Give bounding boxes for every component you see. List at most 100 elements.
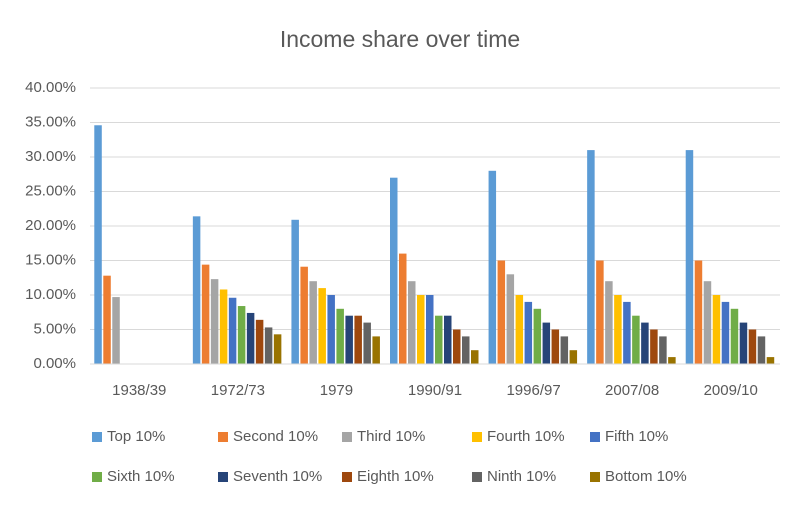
legend-label: Top 10%	[107, 428, 165, 445]
bar	[605, 281, 613, 364]
y-tick-label: 30.00%	[25, 148, 76, 165]
bar	[318, 288, 326, 364]
bar	[264, 327, 273, 364]
bar	[201, 264, 210, 364]
bar	[632, 315, 640, 364]
legend-swatch	[590, 472, 600, 482]
legend-label: Ninth 10%	[487, 468, 556, 485]
x-tick-label: 1979	[320, 382, 353, 399]
legend-swatch	[342, 472, 352, 482]
bar	[237, 306, 246, 364]
bar	[524, 301, 533, 364]
bar	[551, 329, 560, 364]
bar	[192, 216, 201, 364]
y-tick-label: 5.00%	[33, 320, 76, 337]
bar	[345, 315, 353, 364]
bar	[668, 357, 676, 364]
bar	[462, 336, 470, 364]
legend-swatch	[92, 432, 102, 442]
legend-swatch	[92, 472, 102, 482]
bar	[497, 260, 506, 364]
bar	[533, 308, 542, 364]
bar	[506, 274, 515, 364]
bar	[354, 315, 362, 364]
bar	[488, 170, 497, 364]
legend-label: Second 10%	[233, 428, 318, 445]
bar	[757, 336, 766, 364]
bar	[408, 281, 416, 364]
bar	[596, 260, 604, 364]
bar	[399, 253, 407, 364]
legend-label: Seventh 10%	[233, 468, 322, 485]
bar	[569, 350, 578, 364]
legend-swatch	[342, 432, 352, 442]
bar	[327, 295, 335, 364]
bar	[219, 289, 228, 364]
legend-label: Third 10%	[357, 428, 425, 445]
bar	[246, 312, 255, 364]
bar	[515, 295, 524, 364]
legend-swatch	[218, 472, 228, 482]
bar	[255, 319, 264, 364]
legend-label: Bottom 10%	[605, 468, 687, 485]
y-tick-label: 0.00%	[33, 355, 76, 372]
x-tick-label: 1972/73	[211, 382, 265, 399]
y-tick-label: 40.00%	[25, 79, 76, 96]
x-tick-label: 1938/39	[112, 382, 166, 399]
bar	[103, 275, 111, 364]
bar	[417, 295, 425, 364]
bar	[623, 301, 631, 364]
bar	[336, 308, 344, 364]
x-tick-label: 1990/91	[408, 382, 462, 399]
legend-swatch	[218, 432, 228, 442]
y-tick-label: 35.00%	[25, 113, 76, 130]
x-tick-label: 1996/97	[506, 382, 560, 399]
y-tick-label: 10.00%	[25, 286, 76, 303]
bar	[641, 322, 649, 364]
bar	[273, 334, 282, 364]
bar	[435, 315, 443, 364]
bar	[426, 295, 434, 364]
bar	[587, 150, 595, 364]
bar	[372, 336, 380, 364]
bar	[94, 125, 102, 364]
legend-label: Eighth 10%	[357, 468, 434, 485]
legend-label: Fourth 10%	[487, 428, 565, 445]
legend-swatch	[472, 472, 482, 482]
bar	[363, 322, 371, 364]
bar	[300, 266, 308, 364]
bar	[471, 350, 479, 364]
bar	[309, 281, 317, 364]
bar	[721, 301, 730, 364]
bar	[291, 219, 299, 364]
bar	[542, 322, 551, 364]
bar	[650, 329, 658, 364]
y-tick-label: 15.00%	[25, 251, 76, 268]
y-tick-label: 20.00%	[25, 217, 76, 234]
bar	[453, 329, 461, 364]
legend-swatch	[472, 432, 482, 442]
bar	[112, 297, 120, 364]
bar	[712, 295, 721, 364]
bar	[614, 295, 622, 364]
bar	[228, 297, 237, 364]
bar	[694, 260, 703, 364]
bar	[659, 336, 667, 364]
bar	[210, 279, 219, 364]
legend-label: Fifth 10%	[605, 428, 668, 445]
legend-swatch	[590, 432, 600, 442]
bar	[390, 177, 398, 364]
x-tick-label: 2009/10	[704, 382, 758, 399]
bar	[730, 308, 739, 364]
y-tick-label: 25.00%	[25, 182, 76, 199]
bar	[560, 336, 569, 364]
bar	[739, 322, 748, 364]
chart-title: Income share over time	[280, 26, 520, 52]
x-tick-label: 2007/08	[605, 382, 659, 399]
bar	[703, 281, 712, 364]
bar	[685, 150, 694, 364]
bar	[748, 329, 757, 364]
bar	[444, 315, 452, 364]
legend-label: Sixth 10%	[107, 468, 175, 485]
